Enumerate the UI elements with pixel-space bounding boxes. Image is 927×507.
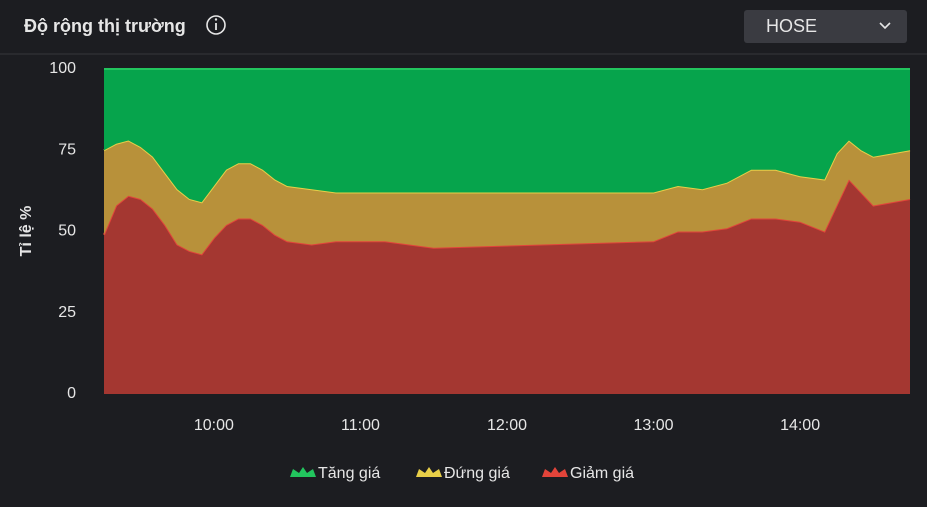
legend-item: Đứng giá <box>416 465 510 482</box>
legend-item: Giảm giá <box>542 465 634 482</box>
x-tick-label: 13:00 <box>634 417 674 434</box>
x-tick-label: 12:00 <box>487 417 527 434</box>
legend-label: Giảm giá <box>570 465 634 482</box>
legend-icon <box>542 467 568 477</box>
area-fill <box>104 140 910 255</box>
y-tick-label: 0 <box>67 385 76 402</box>
dropdown-value: HOSE <box>766 16 817 36</box>
legend-label: Đứng giá <box>444 465 510 482</box>
y-axis-label: Tỉ lệ % <box>18 206 35 257</box>
area-fill <box>104 69 910 203</box>
legend-icon <box>290 467 316 477</box>
area-fill <box>104 179 910 394</box>
x-tick-label: 11:00 <box>341 417 380 434</box>
x-tick-label: 14:00 <box>780 417 820 434</box>
y-tick-label: 100 <box>49 60 76 77</box>
legend-label: Tăng giá <box>318 465 380 482</box>
info-icon[interactable] <box>206 15 226 35</box>
exchange-dropdown[interactable]: HOSE <box>744 10 907 43</box>
y-tick-label: 25 <box>58 304 76 321</box>
legend-item: Tăng giá <box>290 465 380 482</box>
y-tick-label: 75 <box>58 141 76 158</box>
y-tick-label: 50 <box>58 223 76 240</box>
legend-icon <box>416 467 442 477</box>
page-title: Độ rộng thị trường <box>24 16 186 36</box>
x-tick-label: 10:00 <box>194 417 234 434</box>
